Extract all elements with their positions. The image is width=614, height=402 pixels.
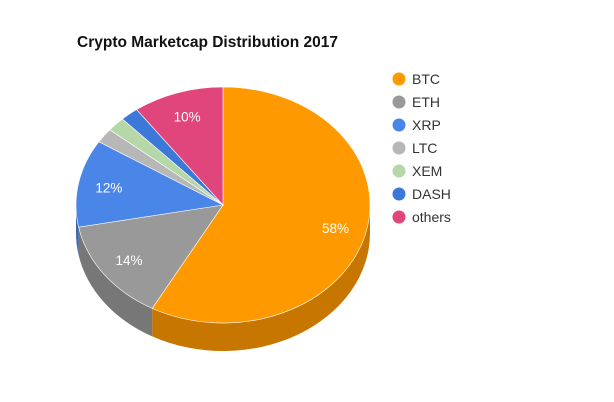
slice-label-btc: 58% xyxy=(322,221,349,236)
legend-label-xrp: XRP xyxy=(412,117,441,133)
chart-title: Crypto Marketcap Distribution 2017 xyxy=(77,34,338,51)
pie-labels: 58% 14% 12% 10% xyxy=(95,109,349,267)
pie-side-eth xyxy=(78,227,153,337)
legend: BTC ETH XRP LTC XEM DASH others xyxy=(392,71,451,225)
pie-slice-others[interactable] xyxy=(136,86,224,206)
legend-label-btc: BTC xyxy=(412,71,440,87)
pie-top xyxy=(75,86,371,324)
legend-label-eth: ETH xyxy=(412,94,440,110)
legend-marker-ltc xyxy=(392,141,406,155)
legend-label-ltc: LTC xyxy=(412,140,437,156)
legend-label-dash: DASH xyxy=(412,186,451,202)
slice-label-others: 10% xyxy=(174,109,201,124)
legend-marker-dash xyxy=(392,187,406,201)
legend-label-others: others xyxy=(412,209,451,225)
legend-marker-xem xyxy=(392,164,406,178)
legend-marker-btc xyxy=(392,72,406,86)
pie-slice-eth[interactable] xyxy=(78,204,224,309)
legend-marker-eth xyxy=(392,95,406,109)
legend-marker-xrp xyxy=(392,118,406,132)
legend-marker-others xyxy=(392,210,406,224)
pie-slice-xrp[interactable] xyxy=(75,141,224,228)
slice-label-xrp: 12% xyxy=(95,181,122,196)
slice-label-eth: 14% xyxy=(116,253,143,268)
legend-label-xem: XEM xyxy=(412,163,442,179)
pie-side-btc xyxy=(152,205,370,351)
pie-slice-btc[interactable] xyxy=(151,86,371,324)
